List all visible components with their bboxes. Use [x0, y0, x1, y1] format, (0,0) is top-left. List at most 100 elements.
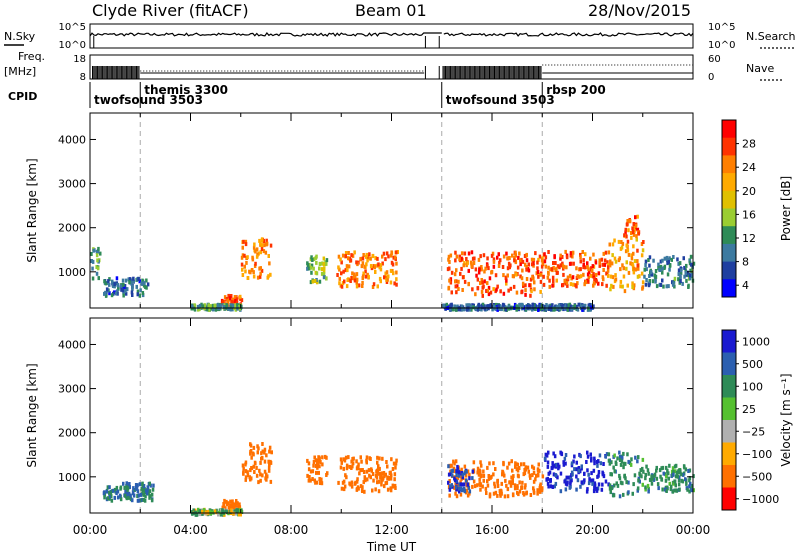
range-cell [530, 262, 534, 267]
range-cell [544, 452, 548, 457]
range-cell [565, 265, 568, 270]
nave-tick-top: 60 [708, 54, 721, 65]
range-cell [626, 239, 630, 244]
range-cell [489, 303, 492, 308]
freq-series [92, 64, 693, 79]
range-cell [644, 485, 647, 490]
range-cell [513, 302, 517, 307]
range-cell [668, 263, 672, 268]
range-cell [688, 484, 691, 489]
range-cell [460, 307, 463, 312]
range-cell [561, 263, 564, 268]
range-cell [342, 466, 345, 471]
range-cell [673, 276, 677, 281]
range-cell [612, 493, 615, 498]
range-cell [512, 474, 515, 479]
range-cell [607, 265, 610, 270]
x-axis-label: Time UT [366, 540, 417, 554]
range-cell [256, 252, 259, 257]
range-cell [452, 466, 456, 471]
range-cell [592, 252, 595, 257]
range-cell [268, 463, 271, 468]
range-cell [368, 252, 371, 257]
range-cell [198, 512, 202, 517]
range-cell [455, 254, 459, 259]
range-cell [542, 282, 546, 287]
range-cell [641, 286, 644, 291]
range-cell [249, 468, 252, 473]
range-cell [338, 267, 341, 272]
range-cell [488, 492, 492, 497]
range-cell [609, 274, 613, 279]
range-cell [256, 450, 259, 455]
range-cell [363, 489, 366, 494]
range-cell [384, 271, 387, 276]
range-cell [507, 288, 510, 293]
range-cell [395, 250, 398, 255]
range-cell [647, 489, 650, 494]
range-cell [644, 476, 647, 481]
colorbar-frame [721, 329, 737, 511]
range-cell [122, 481, 125, 486]
range-cell [355, 272, 359, 277]
range-cell [365, 262, 368, 267]
range-cell [393, 472, 397, 477]
range-cell [318, 456, 321, 461]
range-cell [523, 254, 527, 258]
range-cell [632, 286, 636, 291]
range-cell [141, 491, 144, 496]
range-cell [595, 279, 598, 284]
range-cell [255, 254, 259, 259]
range-cell [609, 490, 612, 495]
range-cell [315, 480, 319, 485]
range-cell [497, 252, 500, 257]
range-cell [265, 241, 269, 246]
range-cell [91, 266, 94, 271]
range-cell [447, 472, 451, 477]
range-cell [269, 272, 272, 277]
range-cell [624, 476, 627, 481]
range-cell [530, 289, 533, 294]
range-cell [591, 481, 594, 486]
range-cell [658, 468, 662, 473]
range-cell [448, 479, 451, 483]
range-cell [455, 494, 459, 499]
range-cell [658, 267, 661, 272]
range-cell [315, 278, 318, 282]
range-cell [455, 469, 458, 474]
range-cell [136, 489, 140, 494]
range-cell [630, 231, 633, 235]
range-cell [554, 304, 557, 309]
range-cell [688, 259, 692, 264]
range-cell [457, 473, 461, 478]
range-cell [219, 509, 223, 513]
range-cell [656, 482, 660, 487]
range-cell [679, 271, 683, 276]
range-cell [466, 469, 470, 474]
range-cell [465, 307, 469, 312]
range-cell [106, 485, 110, 490]
range-cell [632, 244, 635, 249]
range-cell [675, 471, 679, 476]
range-cell [608, 461, 612, 466]
range-cell [461, 488, 464, 493]
range-cell [564, 453, 568, 457]
range-cell [235, 297, 239, 302]
range-cell [467, 485, 471, 490]
noise-tick-top: 10^5 [59, 22, 86, 33]
range-cell [554, 261, 557, 265]
range-cell [119, 497, 123, 502]
range-cell [621, 284, 624, 289]
range-cell [235, 508, 238, 513]
noise-tick-right-bottom: 10^0 [708, 40, 735, 51]
range-cell [615, 481, 618, 486]
range-cell [456, 464, 459, 469]
range-cell [239, 512, 242, 517]
range-cell [547, 250, 550, 254]
range-cell [604, 250, 608, 255]
range-cell [644, 259, 648, 264]
range-cell [627, 490, 630, 495]
range-cell [361, 256, 365, 261]
range-cell [536, 491, 539, 496]
